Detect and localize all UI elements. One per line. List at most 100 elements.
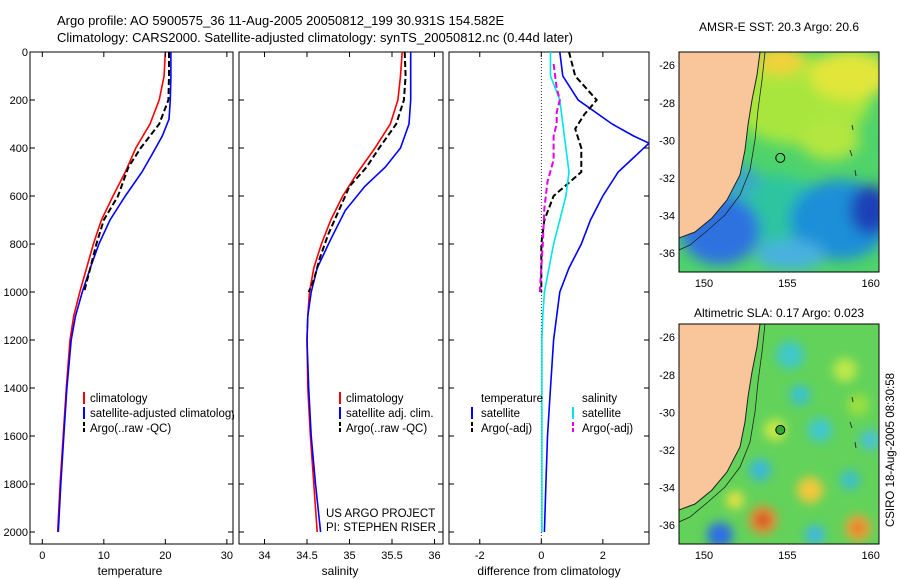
map-y-tick-label: -26 <box>659 332 675 344</box>
sla-land <box>679 324 761 511</box>
sst-warm-patch <box>800 120 860 160</box>
salinity-xlabel: salinity <box>322 564 359 578</box>
sst-depth-contour <box>679 52 766 251</box>
legend-argo: Argo(..raw -QC) <box>346 423 427 435</box>
legend-satellite-adj: satellite adj. clim. <box>346 408 434 420</box>
sst-cool-patch <box>755 240 825 270</box>
sla-depth-contour <box>679 324 766 523</box>
sla-islands <box>849 396 857 449</box>
sla-argo-marker <box>775 424 786 435</box>
difference-axes <box>448 51 650 545</box>
temperature-axes <box>29 51 234 545</box>
x-tick-label: 0 <box>538 550 544 562</box>
y-tick-label: 200 <box>10 95 28 107</box>
x-tick-label: 36 <box>428 550 440 562</box>
difference-legend: temperature satellite Argo(-adj) salinit… <box>471 393 633 435</box>
legend-sal-satellite: satellite <box>582 408 621 420</box>
y-tick-label: 400 <box>10 143 28 155</box>
sla-high-patch <box>726 491 744 509</box>
map-x-tick-label: 155 <box>778 278 796 290</box>
sla-low-patch <box>808 418 832 442</box>
sst-map <box>679 52 879 272</box>
sst-map-title: AMSR-E SST: 20.3 Argo: 20.6 <box>699 20 859 34</box>
map-x-tick-label: 150 <box>695 550 713 562</box>
sst-warm-patch <box>810 52 879 100</box>
y-tick-label: 600 <box>10 191 28 203</box>
sla-map <box>679 324 879 544</box>
sst-argo-marker <box>775 152 786 163</box>
sla-high-patch <box>847 394 869 416</box>
x-tick-label: 10 <box>98 550 110 562</box>
sla-high-patch <box>797 477 823 503</box>
map-y-tick-label: -34 <box>659 211 675 223</box>
difference-plot <box>538 52 649 544</box>
header-line-1: Argo profile: AO 5900575_36 11-Aug-2005 … <box>57 13 505 28</box>
map-y-tick-label: -36 <box>659 248 675 260</box>
map-y-tick-label: -30 <box>659 135 675 147</box>
sla-low-patch <box>840 470 860 490</box>
temperature-legend: climatology satellite-adjusted climatolo… <box>83 392 237 435</box>
sst-map-frame <box>678 51 880 273</box>
legend-temp-satellite: satellite <box>481 408 520 420</box>
map-y-tick-label: -36 <box>659 520 675 532</box>
map-y-tick-label: -30 <box>659 407 675 419</box>
series-satellite-temperature <box>543 52 649 533</box>
map-x-tick-label: 160 <box>861 550 879 562</box>
sla-low-patch <box>805 525 825 544</box>
series-argo-adj--temperature <box>540 52 599 292</box>
map-x-tick-label: 155 <box>778 550 796 562</box>
sst-field <box>680 52 879 270</box>
x-tick-label: 2 <box>600 550 606 562</box>
x-tick-label: 34 <box>258 550 270 562</box>
map-y-tick-label: -28 <box>659 370 675 382</box>
series-satellite-adj-clim- <box>306 52 412 533</box>
map-y-tick-label: -28 <box>659 98 675 110</box>
series-satellite-adjusted-climatology <box>57 52 172 533</box>
sla-low-patch <box>749 459 771 481</box>
series-argo-adj--salinity <box>538 63 561 293</box>
map-x-tick-label: 150 <box>695 278 713 290</box>
map-y-tick-label: -32 <box>659 445 675 457</box>
sla-low-patch <box>707 522 733 544</box>
map-x-tick-label: 160 <box>861 278 879 290</box>
temperature-xlabel: temperature <box>98 564 163 578</box>
header-line-2: Climatology: CARS2000. Satellite-adjuste… <box>57 30 573 45</box>
legend-temperature-heading: temperature <box>481 393 543 405</box>
salinity-plot <box>306 52 412 533</box>
sst-islands <box>849 124 857 177</box>
series-argo-raw-qc- <box>83 52 170 293</box>
legend-climatology: climatology <box>346 393 404 405</box>
series-climatology <box>306 52 403 533</box>
difference-xlabel: difference from climatology <box>477 564 620 578</box>
axis-ticks: 0 10 20 30020040060080010001200140016001800… <box>4 47 880 562</box>
y-tick-label: 2000 <box>4 527 28 539</box>
sst-cold-patch <box>850 185 879 235</box>
x-tick-label: 34.5 <box>296 550 317 562</box>
x-tick-label: -2 <box>475 550 485 562</box>
sla-high-patch <box>833 358 857 382</box>
map-y-tick-label: -34 <box>659 483 675 495</box>
y-tick-label: 1200 <box>4 335 28 347</box>
x-tick-label: 20 <box>159 550 171 562</box>
y-tick-label: 800 <box>10 239 28 251</box>
x-tick-label: 30 <box>221 550 233 562</box>
y-tick-label: 0 <box>22 47 28 59</box>
credit-stamp: CSIRO 18-Aug-2005 08:30:58 <box>885 373 897 527</box>
temperature-plot <box>56 52 172 533</box>
sla-map-frame <box>678 323 880 545</box>
sst-warm-patch <box>755 52 805 75</box>
x-tick-label: 35 <box>343 550 355 562</box>
sla-map-title: Altimetric SLA: 0.17 Argo: 0.023 <box>694 306 864 320</box>
project-note-line-1: US ARGO PROJECT <box>326 508 435 520</box>
salinity-axes <box>238 51 444 545</box>
legend-sal-argo: Argo(-adj) <box>582 423 633 435</box>
sla-peak-patch <box>853 523 863 533</box>
sla-high-patch <box>764 419 786 441</box>
map-y-tick-label: -26 <box>659 60 675 72</box>
sla-low-patch <box>860 430 879 450</box>
y-tick-label: 1800 <box>4 479 28 491</box>
sla-field <box>707 341 879 544</box>
y-tick-label: 1400 <box>4 383 28 395</box>
legend-salinity-heading: salinity <box>582 393 617 405</box>
